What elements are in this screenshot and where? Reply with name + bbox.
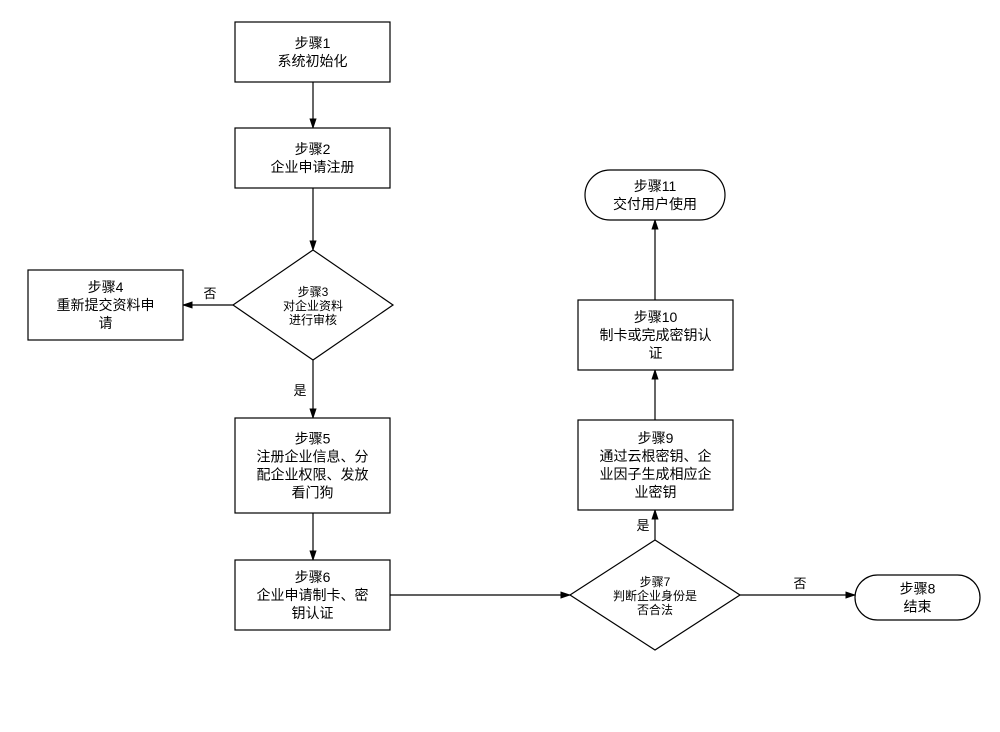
node-line: 否合法: [637, 602, 673, 617]
edge: 否: [183, 286, 233, 305]
node-line: 证: [649, 345, 663, 361]
node-n2: 步骤2 企业申请注册: [235, 128, 390, 188]
edge-label: 是: [636, 518, 649, 533]
node-n5: 步骤5 注册企业信息、分配企业权限、发放看门狗: [235, 418, 390, 513]
edge: 否: [740, 576, 855, 595]
node-line: 请: [99, 315, 113, 331]
node-line: 制卡或完成密钥认: [600, 327, 712, 343]
node-n6: 步骤6 企业申请制卡、密钥认证: [235, 560, 390, 630]
node-line: 钥认证: [292, 605, 334, 621]
node-line: 业因子生成相应企: [600, 466, 712, 482]
node-title: 步骤1: [295, 35, 331, 51]
node-line: 通过云根密钥、企: [600, 448, 712, 464]
node-line: 结束: [904, 599, 932, 615]
node-line: 交付用户使用: [613, 196, 697, 212]
node-title: 步骤11: [634, 178, 677, 194]
node-title: 步骤4: [88, 279, 124, 295]
node-line: 重新提交资料申: [57, 297, 155, 313]
edge: 是: [293, 360, 313, 418]
node-n3: 步骤3对企业资料进行审核: [233, 250, 393, 360]
edge: 是: [636, 510, 655, 540]
node-n11: 步骤11 交付用户使用: [585, 170, 725, 220]
node-title: 步骤10: [634, 309, 678, 325]
node-line: 对企业资料: [283, 298, 343, 313]
node-line: 企业申请注册: [271, 159, 355, 175]
node-n10: 步骤10 制卡或完成密钥认证: [578, 300, 733, 370]
edge-label: 否: [203, 286, 216, 301]
node-shape: [235, 22, 390, 82]
node-line: 注册企业信息、分: [257, 449, 369, 465]
node-n9: 步骤9 通过云根密钥、企业因子生成相应企业密钥: [578, 420, 733, 510]
node-shape: [235, 128, 390, 188]
node-line: 判断企业身份是: [613, 588, 697, 603]
edge-label: 否: [793, 576, 806, 591]
node-title: 步骤6: [295, 569, 331, 585]
node-n8: 步骤8 结束: [855, 575, 980, 620]
node-n7: 步骤7判断企业身份是否合法: [570, 540, 740, 650]
node-n1: 步骤1 系统初始化: [235, 22, 390, 82]
edge-label: 是: [293, 383, 306, 398]
node-line: 进行审核: [289, 312, 337, 327]
flowchart-canvas: 否是否是步骤1系统初始化步骤2企业申请注册步骤3对企业资料进行审核步骤4重新提交…: [0, 0, 1000, 732]
node-line: 系统初始化: [278, 53, 348, 69]
node-title: 步骤8: [900, 581, 936, 597]
node-title: 步骤3: [298, 285, 329, 299]
node-title: 步骤5: [295, 431, 331, 447]
node-n4: 步骤4 重新提交资料申请: [28, 270, 183, 340]
node-title: 步骤7: [640, 575, 671, 589]
node-title: 步骤9: [638, 430, 674, 446]
node-line: 配企业权限、发放: [257, 467, 369, 483]
node-line: 业密钥: [635, 484, 677, 500]
node-line: 看门狗: [292, 485, 334, 501]
node-line: 企业申请制卡、密: [257, 587, 369, 603]
node-title: 步骤2: [295, 141, 331, 157]
